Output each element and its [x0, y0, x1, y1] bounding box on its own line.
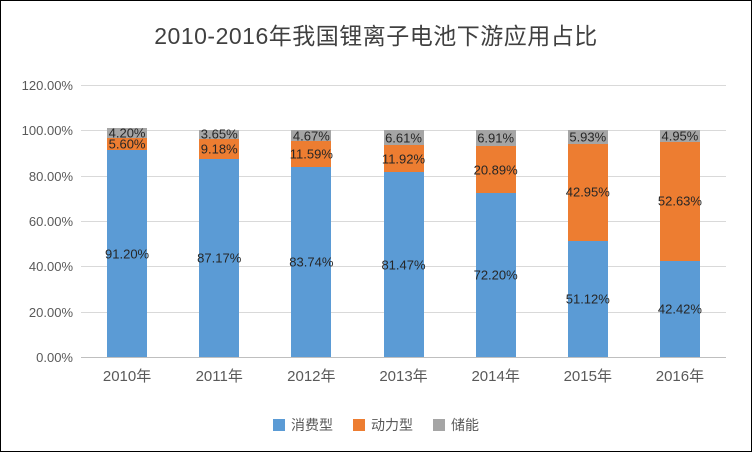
y-tick-label: 80.00%: [28, 168, 73, 184]
y-tick-label: 0.00%: [36, 350, 73, 365]
legend-label-consumer: 消费型: [291, 417, 333, 433]
bar-segment: [383, 130, 424, 146]
bar-segment: [291, 130, 332, 141]
legend-label-storage: 储能: [451, 417, 479, 433]
data-label: 11.59%: [289, 146, 333, 162]
data-label: 72.20%: [473, 267, 518, 283]
data-label: 20.89%: [473, 162, 518, 178]
data-label: 9.18%: [200, 141, 238, 157]
legend-label-power: 动力型: [371, 417, 413, 433]
data-label: 5.60%: [108, 136, 146, 152]
plot-area: 91.20% 5.60% 4.20% 87.17% 9.18% 3.65% 83.74% 11…: [81, 85, 726, 358]
y-tick-label: 100.00%: [21, 123, 73, 139]
y-tick-label: 120.00%: [21, 78, 73, 93]
bar-segment: [567, 143, 608, 242]
legend-swatch-storage: [433, 419, 445, 431]
bar-segment: [475, 146, 516, 194]
data-label: 6.91%: [477, 130, 515, 146]
bar-segment: [659, 130, 700, 142]
data-label: 51.12%: [565, 291, 610, 307]
x-axis-label: 2014年: [471, 368, 520, 385]
data-label: 81.47%: [381, 257, 426, 273]
x-axis-label: 2012年: [287, 368, 336, 385]
bar-segment: [383, 145, 424, 173]
x-axis-label: 2011年: [195, 368, 243, 385]
bar-segment: [291, 167, 332, 357]
legend-swatch-consumer: [273, 419, 285, 431]
y-tick-label: 20.00%: [28, 304, 73, 320]
bar-segment: [659, 141, 700, 261]
bar-segment: [475, 130, 516, 146]
x-axis-labels: 2010年 2011年 2012年 2013年 2014年 2015年 2016年: [81, 365, 726, 387]
bar-segment: [107, 150, 148, 357]
data-label: 4.20%: [108, 125, 146, 141]
x-axis-label: 2015年: [563, 368, 612, 385]
data-label: 11.92%: [381, 151, 426, 167]
bar-segment: [199, 138, 240, 160]
data-label: 52.63%: [657, 193, 702, 209]
y-axis-labels: 120.00% 100.00% 80.00% 60.00% 40.00% 20.00% 0.…: [1, 78, 73, 365]
chart-title: 2010-2016年我国锂离子电池下游应用占比: [154, 23, 598, 49]
data-label: 83.74%: [289, 254, 334, 270]
bar-segment: [107, 128, 148, 138]
data-label: 42.42%: [657, 301, 702, 317]
legend-item-storage: 储能: [433, 415, 479, 435]
y-tick-label: 40.00%: [28, 259, 73, 275]
legend-item-power: 动力型: [353, 415, 413, 435]
gridline: [81, 85, 726, 86]
bar-segment: [567, 241, 608, 357]
data-label: 42.95%: [565, 184, 610, 200]
data-label: 5.93%: [569, 129, 607, 145]
legend-item-consumer: 消费型: [273, 415, 333, 435]
bar-segment: [383, 172, 424, 357]
gridline: [81, 357, 726, 358]
y-tick-label: 60.00%: [28, 214, 73, 229]
x-axis-label: 2013年: [379, 368, 428, 385]
data-label: 3.65%: [200, 126, 238, 142]
x-axis-label: 2010年: [102, 368, 152, 385]
bar-segment: [567, 130, 608, 144]
data-label: 87.17%: [197, 250, 242, 266]
data-label: 6.61%: [385, 130, 422, 146]
data-label: 4.95%: [661, 128, 699, 144]
legend-swatch-power: [353, 419, 365, 431]
bar-segment: [199, 130, 240, 139]
bar-segment: [659, 260, 700, 357]
data-label: 4.67%: [292, 128, 330, 144]
legend: 消费型 动力型 储能: [1, 415, 751, 435]
bar-segment: [475, 193, 516, 357]
bar-segment: [199, 159, 240, 357]
bar-segment: [291, 140, 332, 168]
bar-segment: [107, 137, 148, 151]
data-label: 91.20%: [105, 246, 150, 262]
x-axis-label: 2016年: [655, 368, 705, 385]
